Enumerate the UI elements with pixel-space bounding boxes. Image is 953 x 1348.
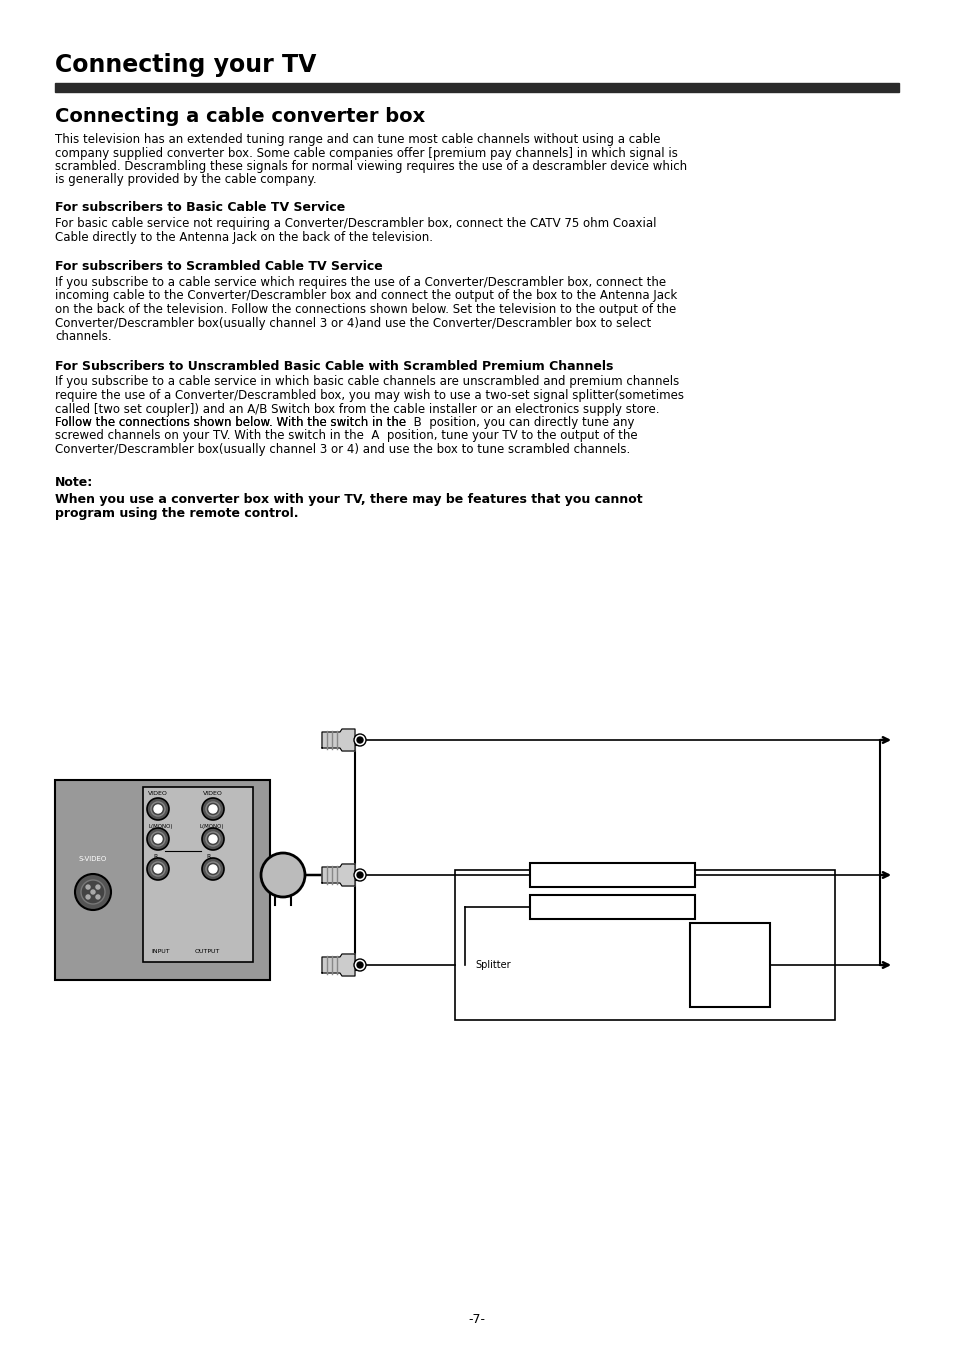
Bar	[455, 869, 834, 1020]
Text: For subscribers to Basic Cable TV Service: For subscribers to Basic Cable TV Servic…	[55, 201, 345, 214]
Circle shape	[354, 958, 366, 971]
Polygon shape	[322, 864, 355, 886]
Text: Connecting your TV: Connecting your TV	[55, 53, 316, 77]
Text: -7-: -7-	[468, 1313, 485, 1326]
Text: called [two set coupler]) and an A/B Switch box from the cable installer or an e: called [two set coupler]) and an A/B Swi…	[55, 403, 659, 415]
Text: If you subscribe to a cable service which requires the use of a Converter/Descra: If you subscribe to a cable service whic…	[55, 276, 665, 288]
Text: When you use a converter box with your TV, there may be features that you cannot: When you use a converter box with your T…	[55, 492, 642, 506]
Text: For Subscribers to Unscrambled Basic Cable with Scrambled Premium Channels: For Subscribers to Unscrambled Basic Cab…	[55, 360, 613, 372]
Text: Converter/Descrambler: Converter/Descrambler	[551, 902, 673, 913]
Text: R: R	[152, 855, 157, 859]
Text: VIDEO: VIDEO	[203, 791, 223, 797]
Bar	[55, 84, 898, 92]
Text: Converter/Descrambler box(usually channel 3 or 4) and use the box to tune scramb: Converter/Descrambler box(usually channe…	[55, 443, 630, 456]
Text: INPUT: INPUT	[151, 949, 170, 954]
Circle shape	[81, 880, 105, 905]
Circle shape	[96, 895, 100, 899]
Text: For subscribers to Scrambled Cable TV Service: For subscribers to Scrambled Cable TV Se…	[55, 260, 382, 274]
Text: R: R	[206, 855, 210, 859]
Text: Converter/Descrambler: Converter/Descrambler	[551, 869, 673, 880]
Text: is generally provided by the cable company.: is generally provided by the cable compa…	[55, 174, 316, 186]
Circle shape	[356, 962, 363, 968]
Circle shape	[202, 828, 224, 851]
Text: L(MONO): L(MONO)	[149, 824, 173, 829]
Circle shape	[91, 890, 95, 894]
Text: Cable directly to the Antenna Jack on the back of the television.: Cable directly to the Antenna Jack on th…	[55, 231, 433, 244]
Text: program using the remote control.: program using the remote control.	[55, 507, 298, 520]
Circle shape	[206, 802, 220, 816]
Circle shape	[153, 805, 162, 813]
Text: incoming cable to the Converter/Descrambler box and connect the output of the bo: incoming cable to the Converter/Descramb…	[55, 290, 677, 302]
Circle shape	[209, 834, 216, 842]
Circle shape	[153, 834, 162, 842]
Text: If you subscribe to a cable service in which basic cable channels are unscramble: If you subscribe to a cable service in w…	[55, 376, 679, 388]
Circle shape	[147, 828, 169, 851]
Text: For basic cable service not requiring a Converter/Descrambler box, connect the C: For basic cable service not requiring a …	[55, 217, 656, 231]
Circle shape	[354, 869, 366, 882]
Text: require the use of a Converter/Descrambled box, you may wish to use a two-set si: require the use of a Converter/Descrambl…	[55, 390, 683, 402]
Circle shape	[261, 853, 305, 896]
Circle shape	[96, 886, 100, 890]
Circle shape	[209, 805, 216, 813]
Circle shape	[356, 872, 363, 878]
Text: Note:: Note:	[55, 476, 93, 489]
Circle shape	[151, 832, 165, 847]
Circle shape	[86, 895, 90, 899]
Circle shape	[151, 802, 165, 816]
Circle shape	[86, 886, 90, 890]
Circle shape	[147, 857, 169, 880]
Text: This television has an extended tuning range and can tune most cable channels wi: This television has an extended tuning r…	[55, 133, 659, 146]
Text: on the back of the television. Follow the connections shown below. Set the telev: on the back of the television. Follow th…	[55, 303, 676, 315]
Circle shape	[202, 798, 224, 820]
Polygon shape	[322, 729, 355, 751]
Text: channels.: channels.	[55, 330, 112, 342]
Text: VIDEO: VIDEO	[148, 791, 168, 797]
Circle shape	[202, 857, 224, 880]
Bar	[143, 787, 253, 962]
Bar	[689, 923, 769, 1007]
Text: scrambled. Descrambling these signals for normal viewing requires the use of a d: scrambled. Descrambling these signals fo…	[55, 160, 686, 173]
Circle shape	[354, 735, 366, 745]
Bar	[355, 735, 361, 745]
Circle shape	[206, 832, 220, 847]
Circle shape	[206, 861, 220, 876]
Text: L(MONO): L(MONO)	[200, 824, 224, 829]
Text: Connecting a cable converter box: Connecting a cable converter box	[55, 106, 425, 125]
Bar	[355, 960, 361, 971]
Circle shape	[356, 737, 363, 743]
Circle shape	[75, 874, 111, 910]
Bar	[530, 863, 695, 887]
Text: OUTPUT: OUTPUT	[194, 949, 220, 954]
Text: Splitter: Splitter	[475, 960, 510, 971]
Text: Converter/Descrambler box(usually channel 3 or 4)and use the Converter/Descrambl: Converter/Descrambler box(usually channe…	[55, 317, 651, 329]
Circle shape	[153, 865, 162, 874]
Polygon shape	[322, 954, 355, 976]
Text: Follow the connections shown below. With the switch in the  B  position, you can: Follow the connections shown below. With…	[55, 417, 634, 429]
Circle shape	[147, 798, 169, 820]
Bar	[355, 869, 361, 880]
Text: Follow the connections shown below. With the switch in the: Follow the connections shown below. With…	[55, 417, 410, 429]
Bar	[55, 780, 270, 980]
Bar	[530, 895, 695, 919]
Text: screwed channels on your TV. With the switch in the  A  position, tune your TV t: screwed channels on your TV. With the sw…	[55, 430, 637, 442]
Text: S-VIDEO: S-VIDEO	[79, 856, 107, 861]
Text: A/B Switch: A/B Switch	[703, 960, 756, 971]
Circle shape	[151, 861, 165, 876]
Text: company supplied converter box. Some cable companies offer [premium pay channels: company supplied converter box. Some cab…	[55, 147, 678, 159]
Circle shape	[209, 865, 216, 874]
